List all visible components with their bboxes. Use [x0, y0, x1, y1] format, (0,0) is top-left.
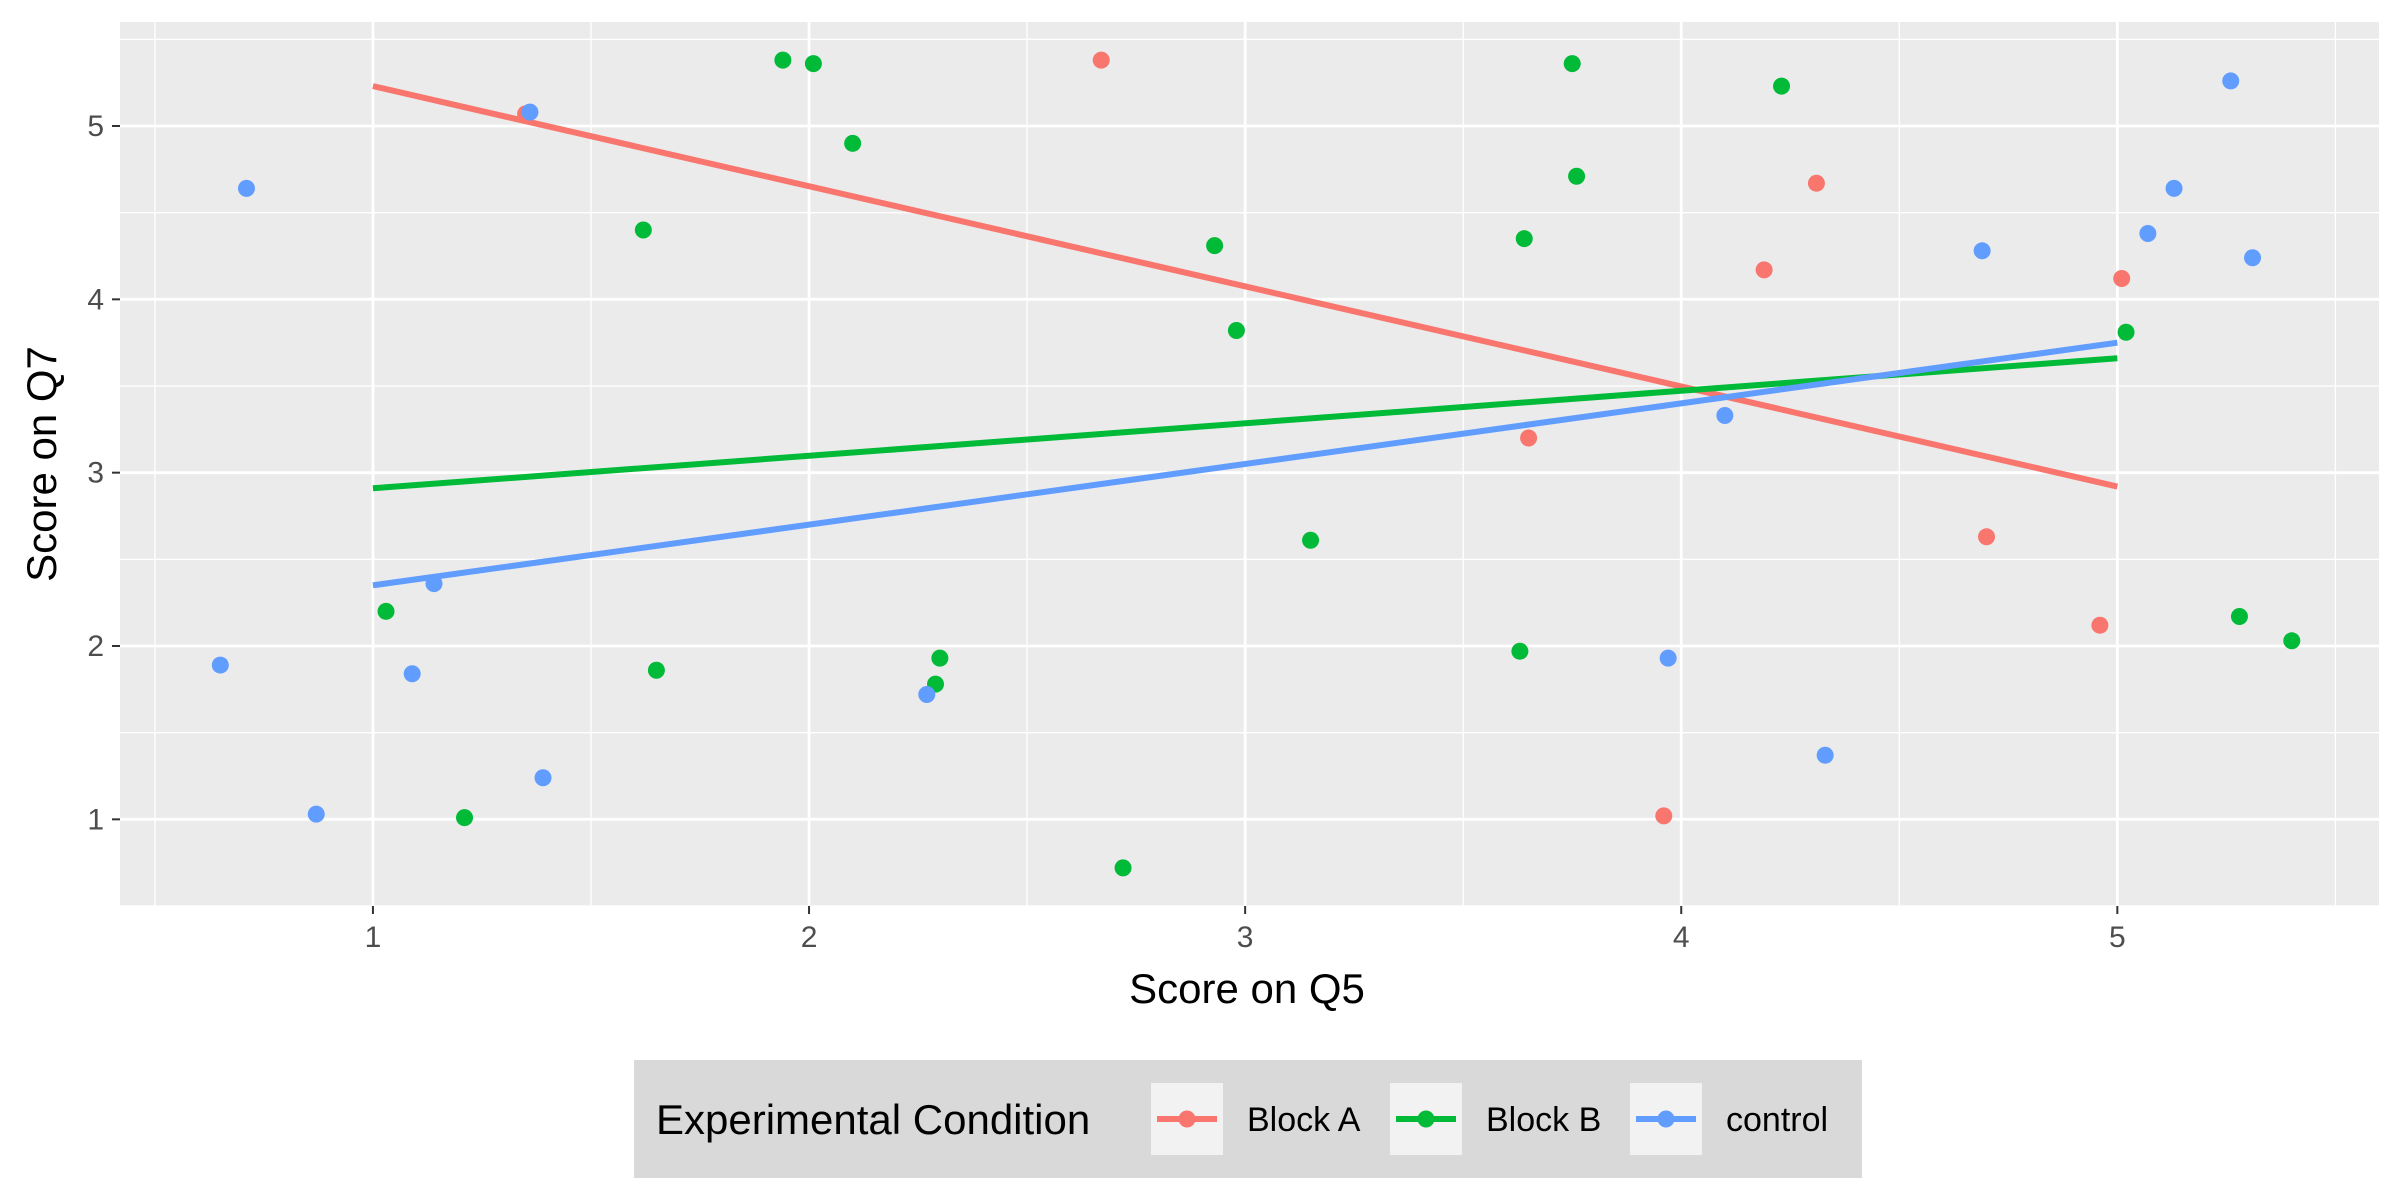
- legend-key-point: [1417, 1110, 1435, 1128]
- point-block-a: [2091, 616, 2109, 634]
- point-block-a: [1655, 807, 1673, 825]
- point-block-b: [774, 51, 792, 69]
- point-block-b: [377, 602, 395, 620]
- point-control: [918, 686, 936, 704]
- point-control: [1716, 406, 1734, 424]
- y-tick-label: 5: [87, 110, 104, 143]
- point-block-b: [1206, 237, 1224, 255]
- y-tick-label: 1: [87, 803, 104, 836]
- point-block-a: [1520, 429, 1538, 447]
- point-control: [2244, 249, 2262, 267]
- point-block-b: [1568, 167, 1586, 185]
- x-tick-label: 1: [365, 921, 382, 954]
- legend-label: control: [1726, 1101, 1828, 1139]
- regression-lines: [372, 83, 2119, 589]
- point-control: [403, 665, 421, 683]
- point-block-a: [1755, 261, 1773, 279]
- legend-key-point: [1178, 1110, 1196, 1128]
- legend-item-block-a: Block A: [1151, 1083, 1361, 1155]
- legend-key-point: [1657, 1110, 1675, 1128]
- point-control: [425, 575, 443, 593]
- point-block-b: [931, 649, 949, 667]
- point-block-b: [1227, 322, 1245, 340]
- point-block-a: [1092, 51, 1110, 69]
- point-block-b: [2283, 632, 2301, 650]
- x-tick-label: 3: [1237, 921, 1254, 954]
- point-control: [1659, 649, 1677, 667]
- fit-line-control: [372, 339, 2118, 589]
- point-control: [521, 103, 539, 121]
- legend: Experimental Condition Block A Block B con…: [634, 1060, 1862, 1178]
- y-axis-ticks: 1 2 3 4 5: [87, 110, 120, 836]
- point-block-b: [1302, 531, 1320, 549]
- point-block-b: [1773, 77, 1791, 95]
- point-control: [534, 769, 552, 787]
- point-block-b: [1515, 230, 1533, 248]
- minor-gridlines: [120, 22, 2379, 907]
- y-axis-title: Score on Q7: [18, 346, 65, 582]
- fit-line-block-a: [372, 83, 2119, 490]
- legend-item-control: control: [1630, 1083, 1828, 1155]
- point-control: [307, 805, 325, 823]
- point-control: [2139, 224, 2157, 242]
- legend-label: Block A: [1247, 1101, 1361, 1139]
- point-control: [2222, 72, 2240, 90]
- data-points: [211, 51, 2301, 877]
- point-block-b: [1511, 642, 1529, 660]
- y-tick-label: 3: [87, 457, 104, 490]
- point-block-b: [2230, 608, 2248, 626]
- point-block-b: [844, 134, 862, 152]
- point-block-b: [2117, 323, 2135, 341]
- point-control: [211, 656, 229, 674]
- point-control: [2165, 179, 2183, 197]
- point-block-b: [647, 661, 665, 679]
- point-block-b: [456, 809, 474, 827]
- point-block-b: [634, 221, 652, 239]
- x-tick-label: 4: [1673, 921, 1690, 954]
- major-gridlines: [120, 22, 2379, 906]
- legend-items: Block A Block B control: [1151, 1083, 1828, 1155]
- point-block-a: [1978, 528, 1996, 546]
- x-tick-label: 2: [801, 921, 818, 954]
- point-block-b: [1563, 55, 1581, 73]
- fit-line-block-b: [372, 355, 2118, 492]
- legend-item-block-b: Block B: [1390, 1083, 1601, 1155]
- point-block-b: [804, 55, 822, 73]
- x-tick-label: 5: [2109, 921, 2126, 954]
- point-control: [1816, 746, 1834, 764]
- x-axis-ticks: 1 2 3 4 5: [365, 906, 2126, 954]
- point-control: [1973, 242, 1991, 260]
- point-block-b: [1114, 859, 1132, 877]
- y-tick-label: 2: [87, 630, 104, 663]
- x-axis-title: Score on Q5: [1129, 965, 1365, 1012]
- point-block-a: [2113, 270, 2131, 288]
- y-tick-label: 4: [87, 283, 104, 316]
- legend-title: Experimental Condition: [656, 1096, 1090, 1143]
- point-control: [237, 179, 255, 197]
- legend-label: Block B: [1486, 1101, 1601, 1139]
- point-block-a: [1807, 174, 1825, 192]
